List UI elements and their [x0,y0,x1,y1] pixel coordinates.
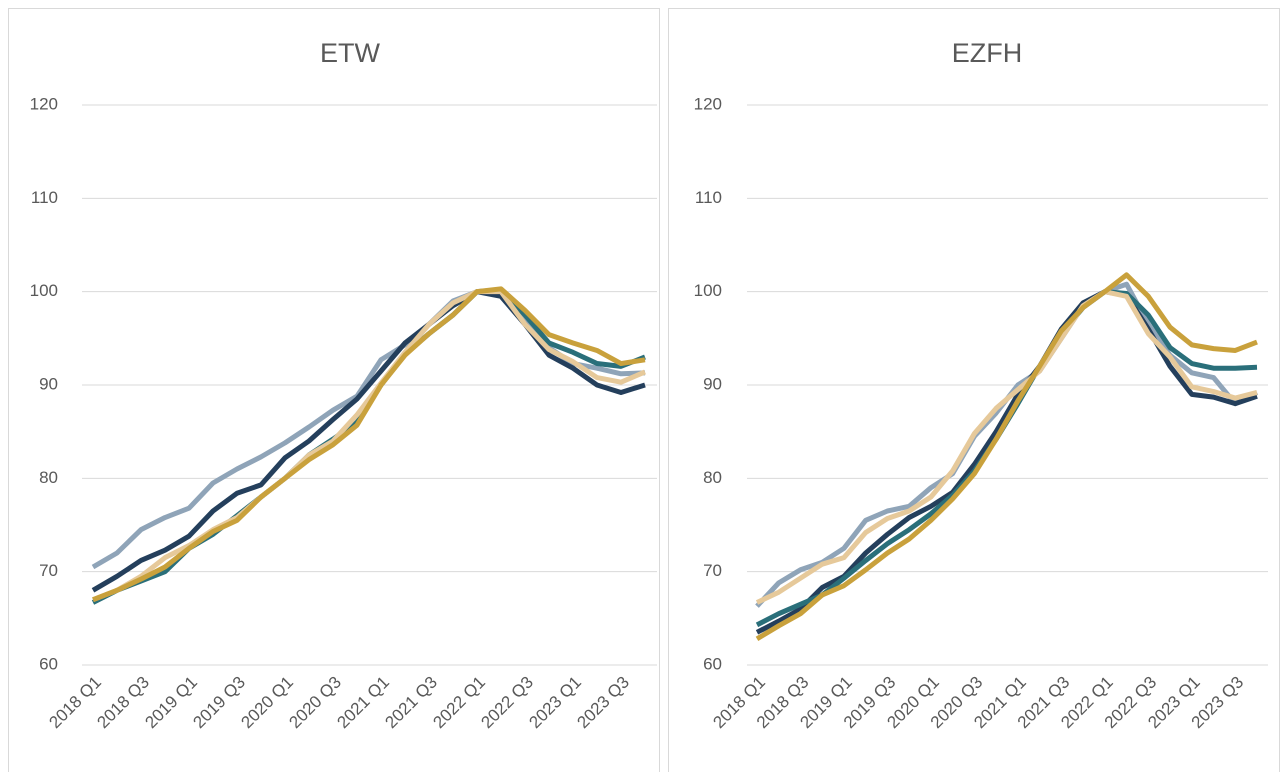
series-line [91,289,646,593]
y-tick-label: 80 [703,468,722,487]
x-tick-label: 2021 Q1 [333,673,393,733]
series-line [755,281,1259,608]
panel-border [8,8,660,772]
y-tick-label: 110 [31,188,58,207]
x-tick-label: 2019 Q1 [141,673,201,733]
y-tick-label: 60 [39,654,58,673]
series-line [755,289,1258,635]
y-tick-label: 70 [703,561,722,580]
y-tick-label: 60 [703,654,722,673]
series-line [92,286,646,602]
series-line [755,289,1258,628]
chart-title: ETW [320,38,381,68]
y-tick-label: 100 [30,281,58,300]
series-line [755,289,1258,605]
y-tick-label: 110 [695,188,722,207]
x-tick-label: 2018 Q3 [93,673,153,733]
y-tick-label: 70 [39,561,58,580]
series-line [91,289,646,570]
y-tick-label: 90 [703,374,722,393]
y-tick-label: 120 [694,94,722,113]
x-tick-label: 2020 Q3 [285,673,345,733]
y-tick-label: 120 [30,94,58,113]
chart-title: EZFH [952,38,1023,68]
x-tick-label: 2022 Q3 [477,673,537,733]
x-tick-label: 2022 Q1 [429,673,489,733]
y-tick-label: 100 [694,281,722,300]
x-tick-label: 2020 Q1 [237,673,297,733]
y-tick-label: 80 [39,468,58,487]
x-tick-label: 2023 Q3 [573,673,633,733]
panel-border [668,8,1280,772]
x-tick-label: 2023 Q1 [525,673,585,733]
series-line [92,289,646,602]
x-tick-label: 2021 Q3 [381,673,441,733]
x-tick-label: 2018 Q1 [45,673,105,733]
x-tick-label: 2019 Q3 [189,673,249,733]
y-tick-label: 90 [39,374,58,393]
series-line [755,272,1258,642]
